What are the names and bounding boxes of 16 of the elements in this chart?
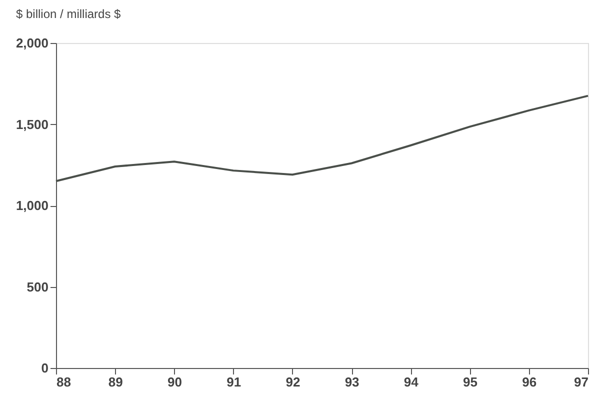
x-tick-label: 91 <box>226 374 242 390</box>
y-tick-label: 500 <box>26 279 48 294</box>
x-tick-label: 94 <box>404 374 420 390</box>
x-tick-label: 93 <box>344 374 360 390</box>
y-axis-title: $ billion / milliards $ <box>16 7 122 21</box>
x-tick-label: 90 <box>167 374 182 390</box>
x-tick-label: 88 <box>56 374 71 390</box>
y-tick-label: 1,000 <box>16 198 48 213</box>
y-tick-label: 0 <box>41 360 48 376</box>
x-tick-label: 92 <box>286 374 300 390</box>
y-tick-label: 2,000 <box>16 36 48 50</box>
x-tick-label: 95 <box>463 374 478 390</box>
x-tick-label: 97 <box>574 374 588 390</box>
x-tick-label: 89 <box>108 374 123 390</box>
x-tick-label: 96 <box>522 374 537 390</box>
y-tick-label: 1,500 <box>16 116 48 132</box>
